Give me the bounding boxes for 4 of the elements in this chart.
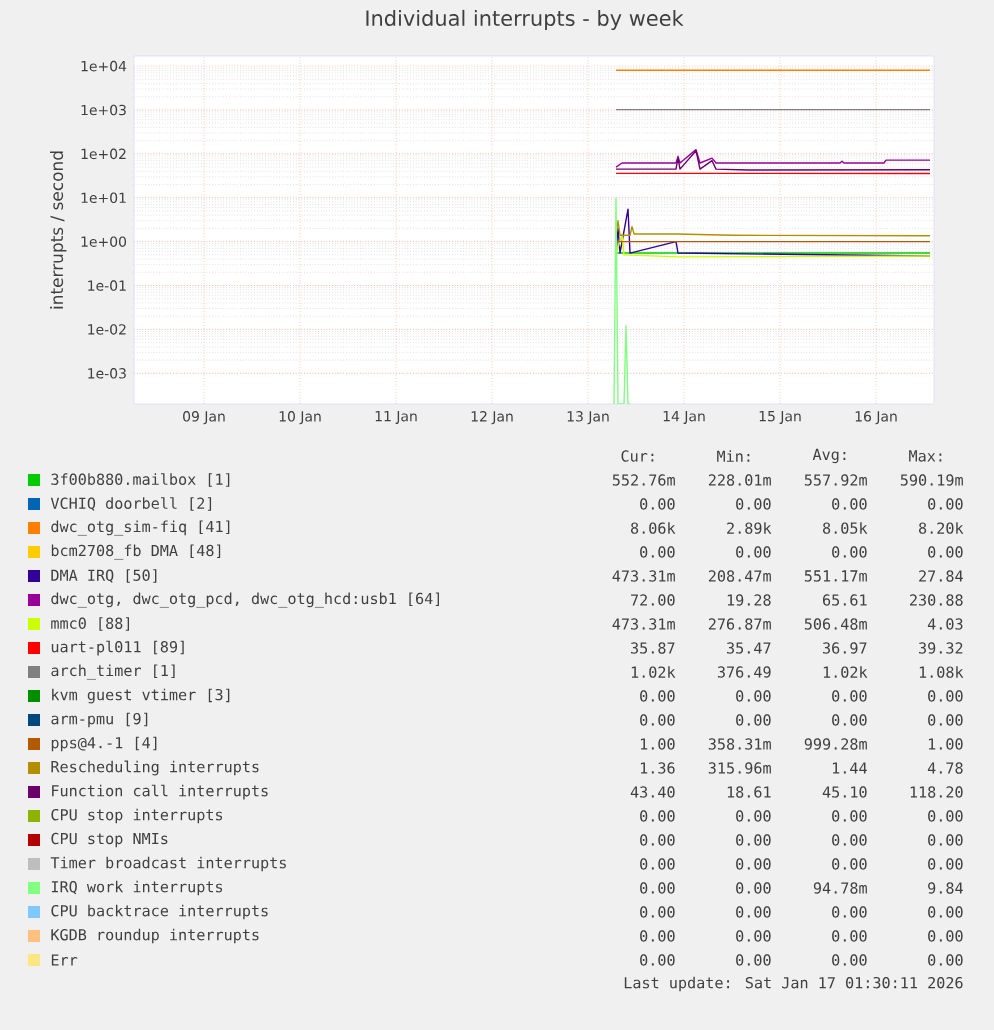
y-axis-title: interrupts / second xyxy=(49,151,67,309)
chart-title: Individual interrupts - by week xyxy=(366,9,684,31)
line-series xyxy=(615,220,931,237)
line-series xyxy=(615,233,931,258)
